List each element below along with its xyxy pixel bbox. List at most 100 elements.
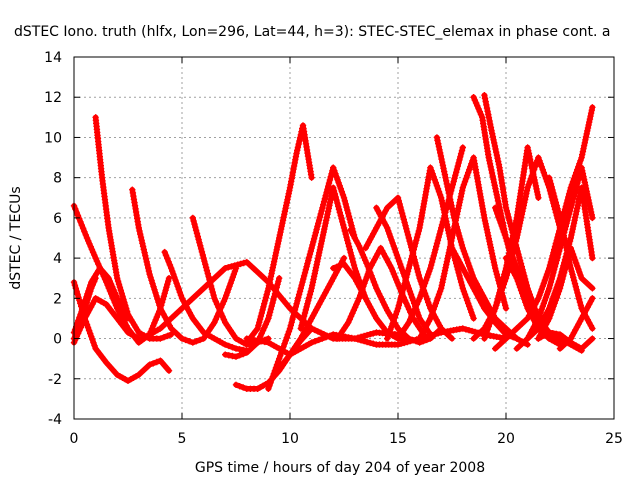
- data-point: [330, 164, 337, 171]
- series-markers: [276, 187, 293, 239]
- data-point: [524, 341, 531, 348]
- series-markers: [428, 167, 444, 198]
- series-markers: [266, 278, 282, 319]
- data-point: [308, 244, 315, 252]
- data-point: [388, 265, 395, 272]
- series-markers: [309, 207, 325, 249]
- data-point: [384, 224, 391, 232]
- series-markers: [471, 96, 485, 118]
- series-markers: [496, 167, 509, 208]
- data-point: [146, 271, 153, 278]
- series-markers: [537, 318, 551, 333]
- series-markers: [257, 381, 269, 391]
- data-point: [222, 295, 229, 302]
- data-point: [308, 339, 315, 346]
- series-markers: [537, 330, 550, 341]
- data-point: [276, 275, 283, 282]
- data-point: [297, 335, 304, 342]
- data-point: [319, 295, 326, 302]
- series-markers: [343, 263, 356, 279]
- data-point: [319, 204, 326, 211]
- data-point: [502, 254, 510, 262]
- series-markers: [503, 237, 519, 269]
- series-markers: [493, 278, 509, 309]
- data-point: [448, 244, 456, 252]
- data-point: [351, 335, 358, 342]
- series-markers: [72, 328, 81, 339]
- data-point: [546, 265, 553, 272]
- series-markers: [116, 373, 129, 383]
- data-point: [481, 335, 488, 342]
- series-markers: [246, 341, 259, 354]
- data-point: [165, 367, 173, 374]
- data-series: [70, 279, 173, 384]
- series-markers: [245, 328, 259, 343]
- series-markers: [429, 327, 442, 340]
- series-markers: [395, 197, 412, 239]
- data-point: [546, 285, 553, 292]
- series-markers: [277, 328, 293, 359]
- data-point: [567, 234, 574, 242]
- data-point: [286, 325, 294, 332]
- data-series: [265, 164, 358, 392]
- data-series: [222, 275, 283, 360]
- series-markers: [322, 332, 333, 341]
- series-markers: [169, 268, 185, 299]
- data-point: [470, 285, 477, 292]
- series-markers: [85, 237, 98, 259]
- series-markers: [514, 247, 530, 289]
- data-point: [297, 325, 304, 332]
- y-tick-label: 6: [53, 211, 62, 227]
- series-markers: [105, 361, 119, 376]
- data-point: [535, 154, 542, 161]
- data-point: [405, 265, 412, 272]
- series-markers: [213, 336, 226, 347]
- data-point: [524, 144, 531, 151]
- data-point: [535, 194, 542, 201]
- series-markers: [385, 308, 401, 339]
- series-markers: [527, 327, 539, 340]
- series-markers: [494, 337, 507, 350]
- data-point: [345, 319, 352, 326]
- series-markers: [247, 340, 258, 348]
- series-markers: [331, 167, 347, 198]
- series-markers: [72, 205, 83, 222]
- data-point: [459, 244, 466, 252]
- series-markers: [182, 336, 193, 345]
- series-markers: [223, 321, 238, 340]
- series-markers: [159, 360, 171, 372]
- data-point: [157, 335, 164, 342]
- series-markers: [225, 342, 236, 351]
- series-markers: [203, 330, 215, 341]
- series-markers: [170, 327, 183, 340]
- data-point: [373, 204, 380, 211]
- series-markers: [190, 217, 206, 259]
- data-point: [546, 329, 553, 336]
- data-point: [351, 275, 358, 282]
- y-tick-label: 10: [44, 130, 62, 146]
- series-markers: [354, 336, 377, 347]
- data-point: [265, 315, 272, 322]
- series-markers: [162, 252, 174, 269]
- data-point: [200, 254, 207, 262]
- data-point: [427, 331, 434, 338]
- series-markers: [417, 268, 433, 299]
- series-markers: [375, 318, 389, 333]
- data-point: [297, 285, 304, 292]
- data-series: [394, 144, 466, 342]
- series-markers: [312, 336, 322, 345]
- data-point: [589, 104, 596, 111]
- series-markers: [278, 354, 291, 370]
- series-markers: [114, 278, 131, 315]
- y-tick-label: 14: [44, 50, 62, 66]
- data-point: [556, 285, 564, 292]
- series-markers: [514, 147, 531, 218]
- series-markers: [99, 177, 112, 228]
- series-markers: [127, 373, 140, 383]
- series-markers: [568, 157, 584, 188]
- series-markers: [76, 308, 88, 329]
- data-point: [459, 144, 466, 151]
- data-point: [124, 315, 132, 322]
- series-markers: [287, 153, 300, 188]
- series-markers: [460, 288, 476, 319]
